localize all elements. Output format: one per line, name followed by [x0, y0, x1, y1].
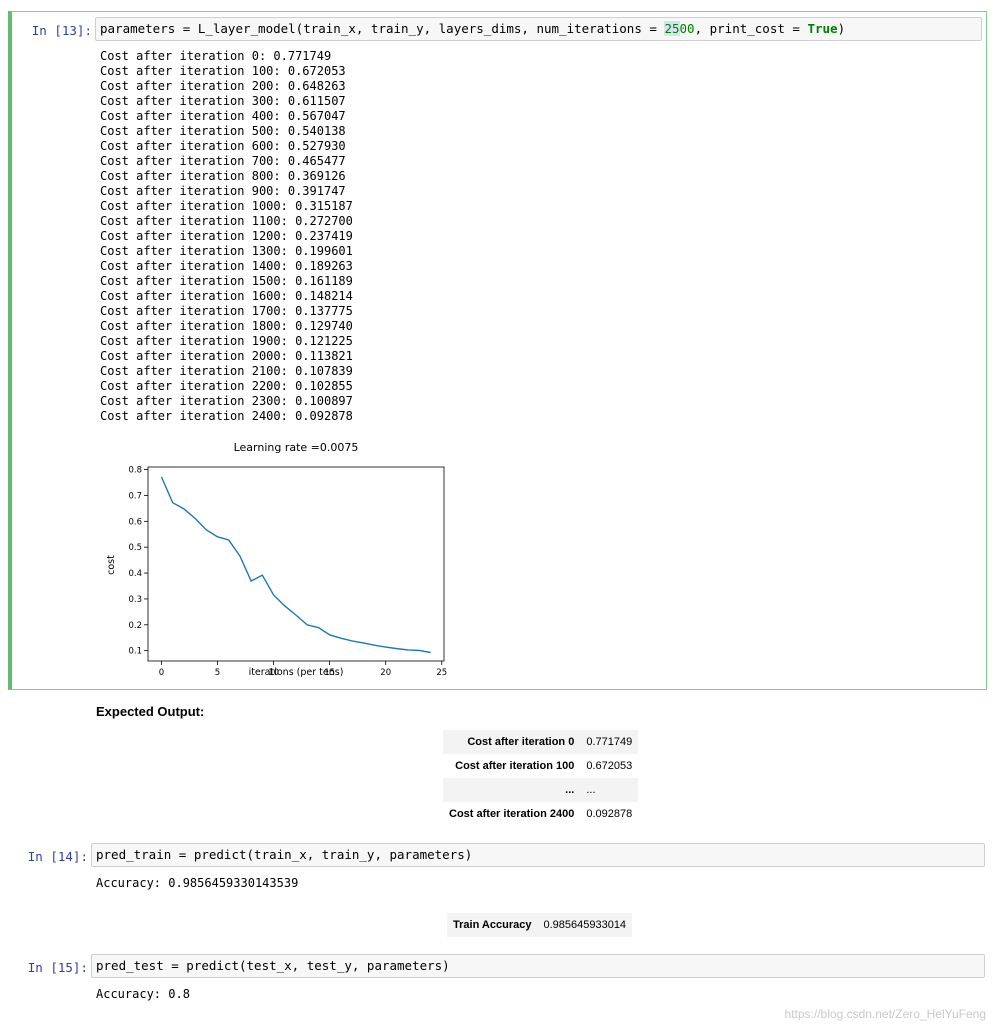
cell-prompt: In [13]:: [31, 23, 92, 38]
y-tick-label: 0.8: [128, 466, 142, 476]
x-tick-label: 25: [436, 668, 447, 677]
code-cell-15[interactable]: In [15]: pred_test = predict(test_x, tes…: [0, 954, 1000, 1014]
cell-output: Accuracy: 0.8: [96, 987, 190, 1001]
output-line: Cost after iteration 700: 0.465477: [100, 154, 346, 168]
code-input[interactable]: pred_test = predict(test_x, test_y, para…: [91, 954, 985, 978]
cell-output: Accuracy: 0.9856459330143539: [96, 876, 299, 890]
x-tick-label: 15: [324, 668, 335, 677]
output-line: Cost after iteration 800: 0.369126: [100, 169, 346, 183]
output-line: Cost after iteration 2100: 0.107839: [100, 364, 353, 378]
table-row: Cost after iteration 0 0.771749: [443, 730, 639, 754]
output-line: Cost after iteration 1600: 0.148214: [100, 289, 353, 303]
train-accuracy-table: Train Accuracy 0.985645933014: [447, 913, 633, 937]
x-tick-label: 0: [159, 668, 164, 677]
table-key: ...: [565, 784, 575, 796]
chart-y-axis-label: cost: [106, 555, 117, 575]
y-tick-label: 0.3: [128, 595, 142, 605]
train-accuracy-key: Train Accuracy: [453, 919, 532, 931]
code-text: ): [837, 21, 846, 36]
output-line: Cost after iteration 1400: 0.189263: [100, 259, 353, 273]
code-text: , print_cost =: [694, 21, 808, 36]
code-cell-13[interactable]: In [13]: parameters = L_layer_model(trai…: [8, 11, 987, 690]
output-line: Cost after iteration 200: 0.648263: [100, 79, 346, 93]
code-keyword: True: [807, 21, 838, 36]
cell-output: Cost after iteration 0: 0.771749 Cost aft…: [100, 49, 353, 424]
cell-prompt: In [14]:: [27, 849, 88, 864]
output-line: Cost after iteration 1900: 0.121225: [100, 334, 353, 348]
table-row: Cost after iteration 100 0.672053: [443, 754, 638, 778]
output-line: Cost after iteration 2300: 0.100897: [100, 394, 353, 408]
output-line: Cost after iteration 1100: 0.272700: [100, 214, 353, 228]
table-value: 0.092878: [586, 808, 633, 820]
y-tick-label: 0.4: [128, 569, 142, 579]
output-line: Cost after iteration 1200: 0.237419: [100, 229, 353, 243]
output-line: Cost after iteration 1800: 0.129740: [100, 319, 353, 333]
table-row: Cost after iteration 2400 0.092878: [443, 802, 638, 826]
cost-chart: 0 5 10 15 20 25 0.1 0.2 0.3 0.4 0.5 0.6 0.7 0.8 Learn…: [106, 441, 447, 677]
output-line: Cost after iteration 1700: 0.137775: [100, 304, 353, 318]
cost-series-line: [160, 476, 431, 654]
output-line: Cost after iteration 1300: 0.199601: [100, 244, 353, 258]
table-key: Cost after iteration 2400: [449, 808, 575, 820]
output-line: Cost after iteration 400: 0.567047: [100, 109, 346, 123]
code-input[interactable]: pred_train = predict(train_x, train_y, p…: [91, 843, 985, 867]
code-input[interactable]: parameters = L_layer_model(train_x, trai…: [95, 17, 982, 41]
table-key: Cost after iteration 0: [467, 736, 575, 748]
output-line: Cost after iteration 1000: 0.315187: [100, 199, 353, 213]
code-number-highlight: 25: [664, 21, 680, 36]
y-tick-label: 0.6: [128, 517, 142, 527]
cell-prompt: In [15]:: [27, 960, 88, 975]
chart-title: Learning rate =0.0075: [234, 441, 359, 454]
y-tick-label: 0.5: [128, 543, 142, 553]
table-value: 0.771749: [586, 736, 633, 748]
code-number: 00: [679, 21, 695, 36]
x-tick-label: 5: [215, 668, 220, 677]
output-line: Cost after iteration 1500: 0.161189: [100, 274, 353, 288]
output-line: Cost after iteration 2000: 0.113821: [100, 349, 353, 363]
code-cell-14[interactable]: In [14]: pred_train = predict(train_x, t…: [0, 843, 1000, 903]
plot-frame: [147, 466, 445, 662]
output-line: Cost after iteration 300: 0.611507: [100, 94, 346, 108]
chart-x-axis-label: iterations (per tens): [249, 667, 344, 677]
output-line: Cost after iteration 500: 0.540138: [100, 124, 346, 138]
expected-output-heading: Expected Output:: [96, 704, 205, 719]
table-key: Cost after iteration 100: [455, 760, 575, 772]
output-line: Cost after iteration 900: 0.391747: [100, 184, 346, 198]
code-text: parameters = L_layer_model(train_x, trai…: [100, 21, 665, 36]
expected-output-table: Cost after iteration 0 0.771749 Cost after…: [443, 730, 639, 826]
output-line: Cost after iteration 2400: 0.092878: [100, 409, 353, 423]
table-value: ...: [586, 784, 596, 796]
output-line: Cost after iteration 2200: 0.102855: [100, 379, 353, 393]
output-line: Cost after iteration 600: 0.527930: [100, 139, 346, 153]
x-tick-label: 10: [268, 668, 279, 677]
y-tick-label: 0.2: [128, 621, 142, 631]
y-tick-label: 0.1: [128, 647, 142, 657]
watermark: https://blog.csdn.net/Zero_HelYuFeng: [784, 1007, 986, 1021]
table-value: 0.672053: [586, 760, 633, 772]
output-line: Cost after iteration 100: 0.672053: [100, 64, 346, 78]
train-accuracy-value: 0.985645933014: [543, 919, 627, 931]
y-tick-label: 0.7: [128, 491, 142, 501]
output-line: Cost after iteration 0: 0.771749: [100, 49, 332, 63]
table-row: ......: [443, 778, 639, 802]
x-tick-label: 20: [380, 668, 391, 677]
